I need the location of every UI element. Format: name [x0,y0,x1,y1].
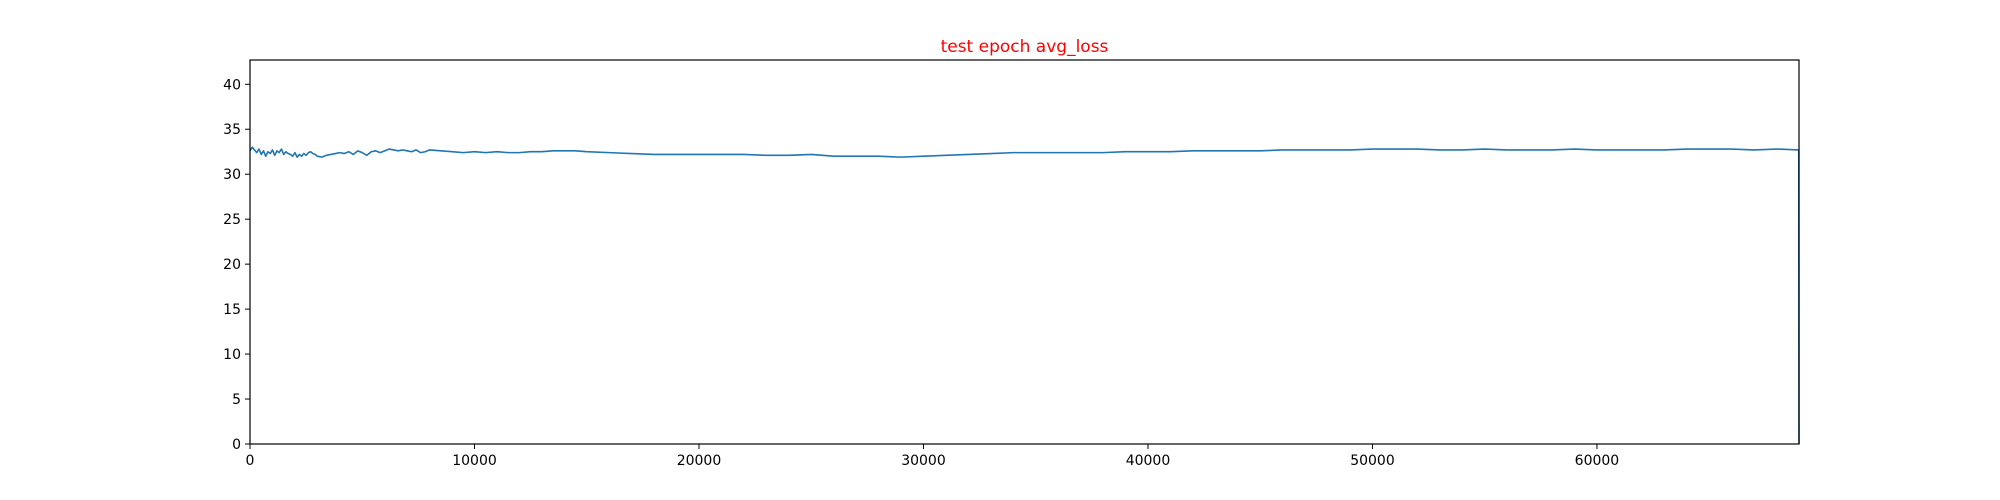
x-tick-label: 0 [246,453,255,469]
x-tick-label: 10000 [452,453,497,469]
y-tick-label: 0 [232,437,241,453]
y-tick-label: 10 [223,347,241,363]
chart-title: test epoch avg_loss [941,37,1109,57]
x-axis: 0 10000 20000 30000 40000 50000 60000 [246,444,1620,469]
y-tick-label: 40 [223,77,241,93]
series-line [249,146,1800,445]
y-tick-label: 5 [232,392,241,408]
y-tick-label: 25 [223,212,241,228]
x-tick-label: 60000 [1575,453,1620,469]
y-tick-label: 30 [223,167,241,183]
x-tick-label: 20000 [677,453,722,469]
x-tick-label: 50000 [1350,453,1395,469]
series-layer [249,146,1800,445]
y-tick-label: 15 [223,302,241,318]
y-axis: 0 5 10 15 20 25 30 35 40 [223,77,250,453]
y-tick-label: 20 [223,257,241,273]
axes-frame [249,59,1800,445]
x-tick-label: 30000 [901,453,946,469]
x-tick-label: 40000 [1126,453,1171,469]
y-tick-label: 35 [223,122,241,138]
